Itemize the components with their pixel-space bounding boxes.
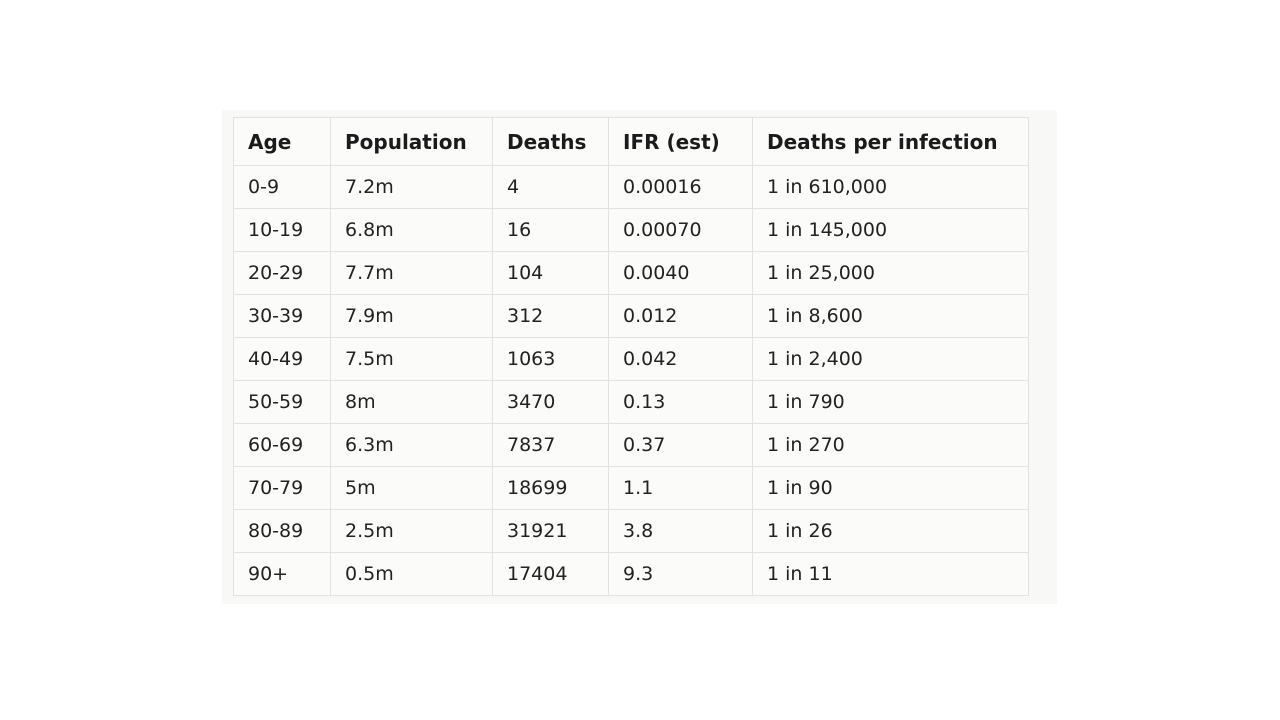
- table-cell: 1 in 90: [752, 466, 1029, 510]
- column-header: Deaths per infection: [752, 117, 1029, 166]
- column-header: IFR (est): [608, 117, 753, 166]
- table-cell: 20-29: [233, 251, 331, 295]
- table-cell: 4: [492, 165, 609, 209]
- table-cell: 1 in 270: [752, 423, 1029, 467]
- table-row: 70-79 5m 18699 1.1 1 in 90: [233, 466, 1029, 510]
- table-cell: 9.3: [608, 552, 753, 596]
- table-cell: 1 in 8,600: [752, 294, 1029, 338]
- table-row: 60-69 6.3m 7837 0.37 1 in 270: [233, 423, 1029, 467]
- table-cell: 0.00016: [608, 165, 753, 209]
- table-cell: 1 in 610,000: [752, 165, 1029, 209]
- table-row: 10-19 6.8m 16 0.00070 1 in 145,000: [233, 208, 1029, 252]
- table-cell: 312: [492, 294, 609, 338]
- table-cell: 3470: [492, 380, 609, 424]
- table-cell: 0.5m: [330, 552, 493, 596]
- table-cell: 70-79: [233, 466, 331, 510]
- table-cell: 1 in 26: [752, 509, 1029, 553]
- column-header: Deaths: [492, 117, 609, 166]
- table-cell: 40-49: [233, 337, 331, 381]
- table-panel: Age Population Deaths IFR (est) Deaths per i…: [222, 110, 1057, 604]
- table-cell: 1 in 145,000: [752, 208, 1029, 252]
- table-cell: 80-89: [233, 509, 331, 553]
- column-header: Age: [233, 117, 331, 166]
- table-cell: 0.012: [608, 294, 753, 338]
- table-cell: 1 in 25,000: [752, 251, 1029, 295]
- ifr-by-age-table: Age Population Deaths IFR (est) Deaths per i…: [233, 117, 1029, 596]
- table-cell: 7.9m: [330, 294, 493, 338]
- table-cell: 7.7m: [330, 251, 493, 295]
- table-cell: 0.00070: [608, 208, 753, 252]
- table-row: 30-39 7.9m 312 0.012 1 in 8,600: [233, 294, 1029, 338]
- table-cell: 1 in 790: [752, 380, 1029, 424]
- table-cell: 0.0040: [608, 251, 753, 295]
- table-cell: 6.3m: [330, 423, 493, 467]
- table-cell: 60-69: [233, 423, 331, 467]
- table-cell: 10-19: [233, 208, 331, 252]
- table-cell: 0.13: [608, 380, 753, 424]
- table-row: 50-59 8m 3470 0.13 1 in 790: [233, 380, 1029, 424]
- table-cell: 16: [492, 208, 609, 252]
- table-cell: 50-59: [233, 380, 331, 424]
- header-row: Age Population Deaths IFR (est) Deaths per i…: [233, 117, 1029, 166]
- table-cell: 1 in 2,400: [752, 337, 1029, 381]
- table-cell: 90+: [233, 552, 331, 596]
- table-cell: 0.042: [608, 337, 753, 381]
- table-cell: 2.5m: [330, 509, 493, 553]
- column-header: Population: [330, 117, 493, 166]
- table-cell: 104: [492, 251, 609, 295]
- table-cell: 0-9: [233, 165, 331, 209]
- table-cell: 7.2m: [330, 165, 493, 209]
- table-cell: 31921: [492, 509, 609, 553]
- table-row: 0-9 7.2m 4 0.00016 1 in 610,000: [233, 165, 1029, 209]
- table-cell: 6.8m: [330, 208, 493, 252]
- table-row: 90+ 0.5m 17404 9.3 1 in 11: [233, 552, 1029, 596]
- table-row: 20-29 7.7m 104 0.0040 1 in 25,000: [233, 251, 1029, 295]
- table-cell: 1063: [492, 337, 609, 381]
- table-cell: 1 in 11: [752, 552, 1029, 596]
- table-cell: 18699: [492, 466, 609, 510]
- table-cell: 8m: [330, 380, 493, 424]
- table-cell: 17404: [492, 552, 609, 596]
- table-cell: 1.1: [608, 466, 753, 510]
- table-cell: 3.8: [608, 509, 753, 553]
- table-cell: 7.5m: [330, 337, 493, 381]
- table-cell: 0.37: [608, 423, 753, 467]
- table-cell: 30-39: [233, 294, 331, 338]
- table-cell: 5m: [330, 466, 493, 510]
- table-row: 80-89 2.5m 31921 3.8 1 in 26: [233, 509, 1029, 553]
- table-row: 40-49 7.5m 1063 0.042 1 in 2,400: [233, 337, 1029, 381]
- table-cell: 7837: [492, 423, 609, 467]
